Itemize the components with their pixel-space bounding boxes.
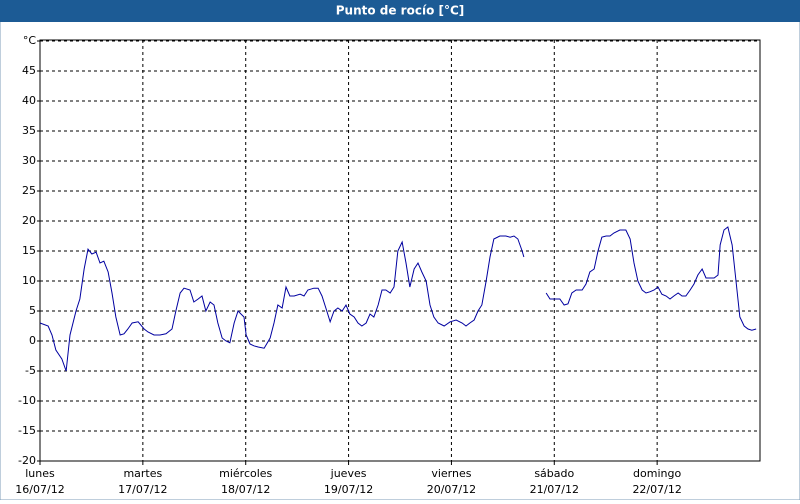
data-line bbox=[39, 226, 757, 372]
x-tick-date: 19/07/12 bbox=[324, 483, 373, 496]
x-tick-date: 17/07/12 bbox=[118, 483, 167, 496]
x-tick-label: miércoles bbox=[219, 467, 272, 480]
y-tick-label: 35 bbox=[22, 124, 36, 137]
y-tick-label: -20 bbox=[18, 454, 36, 467]
x-tick-date: 20/07/12 bbox=[427, 483, 476, 496]
y-tick-label: 40 bbox=[22, 94, 36, 107]
chart-title: Punto de rocío [°C] bbox=[336, 4, 465, 18]
x-tick-date: 18/07/12 bbox=[221, 483, 270, 496]
y-tick-label: 0 bbox=[29, 334, 36, 347]
y-tick-label: -5 bbox=[25, 364, 36, 377]
x-tick-date: 16/07/12 bbox=[15, 483, 64, 496]
y-tick-label: 45 bbox=[22, 64, 36, 77]
y-tick-label: 25 bbox=[22, 184, 36, 197]
y-tick-label: 30 bbox=[22, 154, 36, 167]
x-tick-date: 22/07/12 bbox=[632, 483, 681, 496]
y-tick-label: 5 bbox=[29, 304, 36, 317]
y-tick-label: -10 bbox=[18, 394, 36, 407]
x-tick-label: martes bbox=[123, 467, 162, 480]
y-tick-label: 15 bbox=[22, 244, 36, 257]
x-tick-label: viernes bbox=[431, 467, 471, 480]
y-tick-label: 20 bbox=[22, 214, 36, 227]
x-tick-date: 21/07/12 bbox=[530, 483, 579, 496]
x-tick-label: lunes bbox=[25, 467, 55, 480]
x-tick-label: domingo bbox=[633, 467, 681, 480]
y-tick-label: -15 bbox=[18, 424, 36, 437]
y-tick-label: °C bbox=[23, 34, 37, 47]
x-tick-label: jueves bbox=[330, 467, 367, 480]
y-tick-label: 10 bbox=[22, 274, 36, 287]
x-tick-label: sábado bbox=[534, 467, 574, 480]
title-bar bbox=[0, 0, 800, 22]
